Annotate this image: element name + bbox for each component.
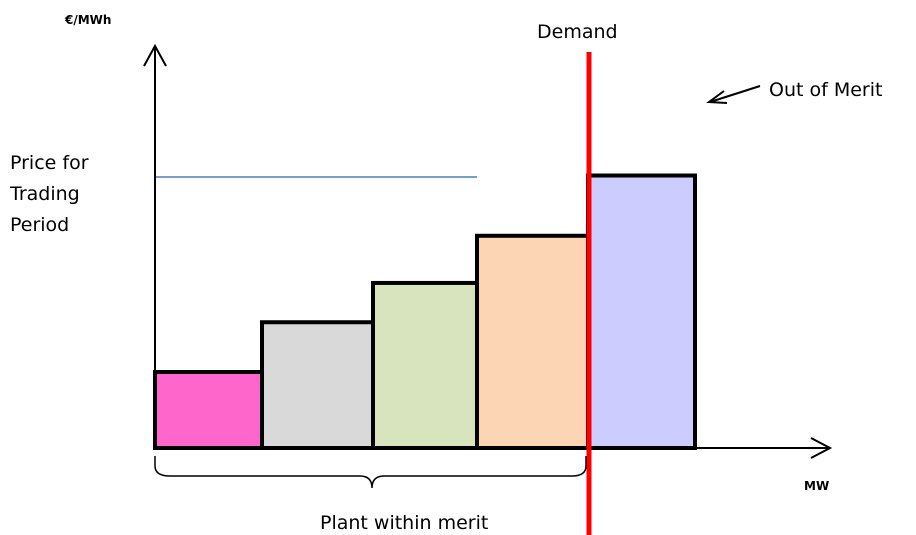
out-of-merit-label: Out of Merit xyxy=(769,79,882,101)
price-label-line-2: Trading xyxy=(9,183,80,205)
x-axis-arrowhead xyxy=(810,437,833,459)
supply-block-4 xyxy=(475,233,590,450)
x-axis-label: MW xyxy=(804,479,829,493)
supply-blocks xyxy=(153,173,697,451)
within-merit-label: Plant within merit xyxy=(320,512,488,534)
out-of-merit-arrowhead xyxy=(706,90,728,104)
supply-block-2 xyxy=(260,320,375,450)
supply-block-5 xyxy=(586,173,697,451)
y-axis-label: €/MWh xyxy=(64,13,111,27)
supply-block-3 xyxy=(371,280,479,450)
price-label-line-3: Period xyxy=(10,214,69,236)
out-of-merit-arrow xyxy=(709,85,761,103)
within-merit-brace xyxy=(154,456,587,489)
price-label-line-1: Price for xyxy=(10,152,89,174)
supply-block-1 xyxy=(153,370,264,450)
demand-label: Demand xyxy=(537,21,618,43)
y-axis-arrowhead xyxy=(143,43,167,67)
